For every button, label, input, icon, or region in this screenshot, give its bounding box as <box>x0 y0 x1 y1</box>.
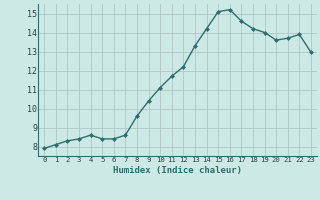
X-axis label: Humidex (Indice chaleur): Humidex (Indice chaleur) <box>113 166 242 175</box>
